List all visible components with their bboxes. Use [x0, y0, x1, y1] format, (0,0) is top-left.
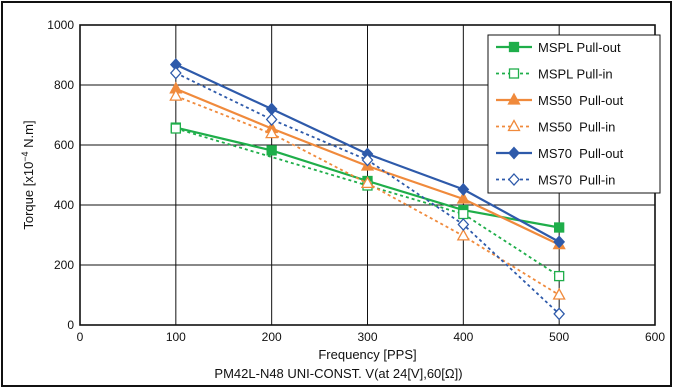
legend-label: MSPL Pull-in [538, 67, 613, 82]
y-tick-label: 400 [54, 198, 74, 212]
data-point [554, 270, 565, 282]
y-tick-label: 1000 [47, 18, 74, 32]
legend-marker [508, 68, 520, 79]
data-point [457, 218, 470, 231]
data-point [456, 228, 470, 241]
legend-box [487, 34, 661, 194]
legend-label: MSPL Pull-out [538, 40, 621, 55]
data-point [170, 123, 181, 134]
y-tick-label: 600 [54, 138, 74, 152]
y-tick-label: 0 [67, 318, 74, 332]
legend-label: MS50 Pull-in [538, 120, 615, 135]
x-tick-label: 200 [262, 330, 282, 344]
x-tick-label: 400 [453, 330, 473, 344]
y-tick-label: 800 [54, 78, 74, 92]
data-point [553, 235, 566, 249]
legend-marker [508, 41, 520, 53]
x-tick-label: 0 [77, 330, 84, 344]
legend-marker [507, 92, 521, 105]
x-tick-label: 500 [549, 330, 569, 344]
legend-marker [507, 119, 521, 132]
legend-marker [508, 146, 520, 160]
x-tick-label: 300 [357, 330, 377, 344]
legend-label: MS70 Pull-in [538, 173, 615, 188]
data-point [265, 113, 278, 126]
data-point [553, 307, 566, 321]
data-point [554, 222, 565, 233]
data-point [265, 126, 279, 139]
x-tick-label: 100 [166, 330, 186, 344]
y-axis-title: Torque [x10−4 N.m] [20, 120, 36, 229]
data-point [169, 88, 183, 101]
data-point [552, 287, 566, 300]
data-point [169, 66, 182, 80]
chart-caption: PM42L-N48 UNI-CONST. V(at 24[V],60[Ω]) [214, 366, 463, 381]
x-tick-label: 600 [645, 330, 665, 344]
data-point [458, 208, 469, 220]
legend-label: MS70 Pull-out [538, 146, 624, 161]
y-tick-label: 200 [54, 258, 74, 272]
legend-marker [508, 173, 520, 186]
x-axis-title: Frequency [PPS] [318, 347, 416, 362]
data-point [361, 153, 374, 167]
data-point [266, 145, 277, 156]
data-point [456, 191, 470, 204]
data-point [360, 176, 375, 189]
legend-label: MS50 Pull-out [538, 93, 624, 108]
data-point [457, 182, 470, 196]
